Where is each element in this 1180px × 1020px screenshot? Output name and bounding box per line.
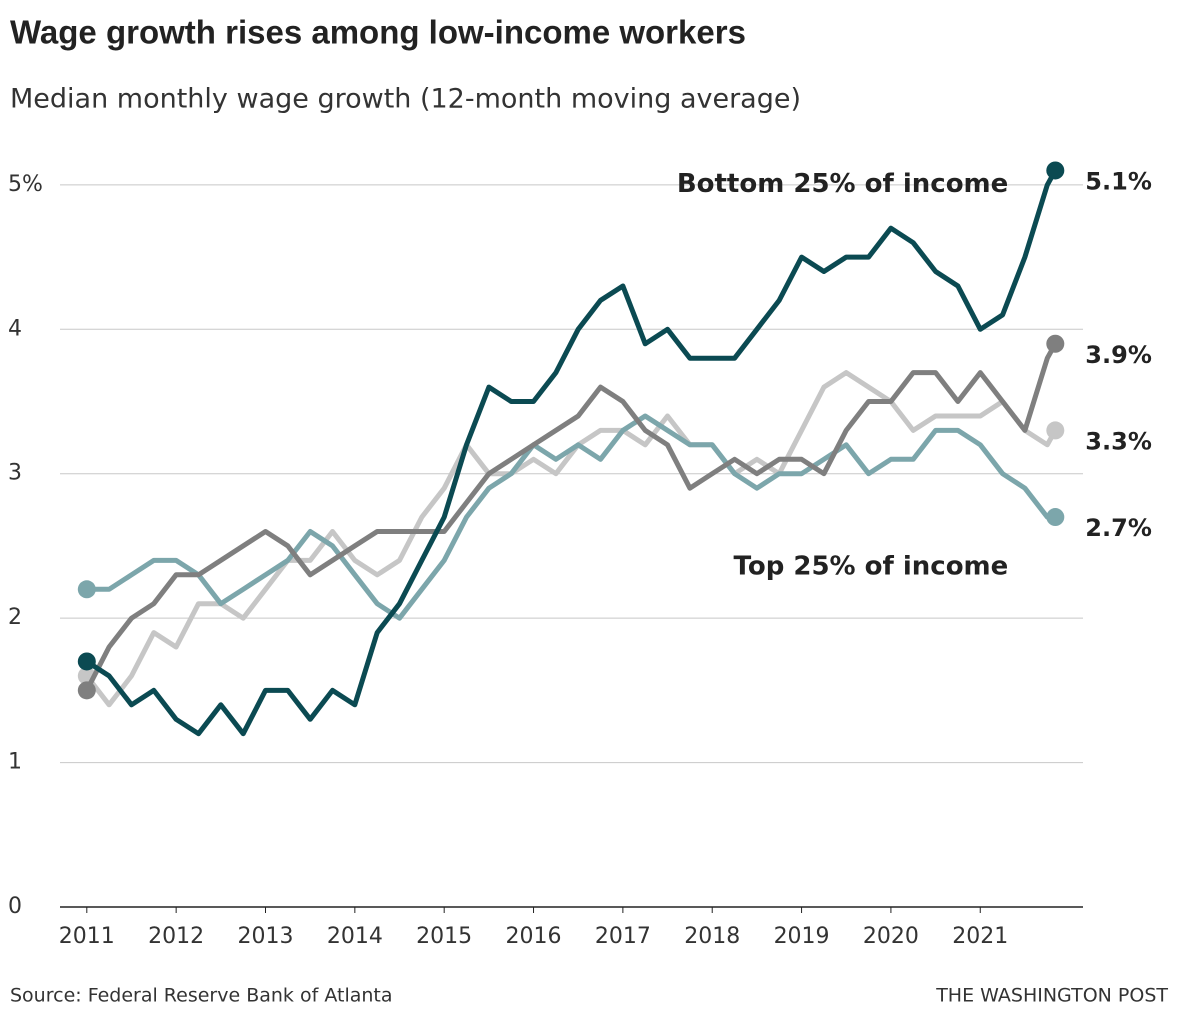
x-tick-label: 2020	[863, 924, 919, 949]
series-label: Bottom 25% of income	[677, 169, 1008, 199]
credit: THE WASHINGTON POST	[935, 985, 1168, 1007]
end-dot	[1046, 161, 1065, 180]
x-tick-label: 2013	[237, 924, 293, 949]
y-tick-label: 2	[8, 605, 22, 630]
end-dot	[1046, 508, 1065, 527]
y-tick-label: 1	[8, 750, 22, 775]
value-label: 2.7%	[1085, 514, 1152, 542]
end-dot	[77, 580, 96, 599]
x-tick-label: 2017	[595, 924, 651, 949]
x-tick-label: 2011	[59, 924, 115, 949]
y-tick-label: 0	[8, 894, 22, 919]
y-tick-label: 5%	[8, 172, 43, 197]
source: Source: Federal Reserve Bank of Atlanta	[10, 985, 393, 1007]
chart-subtitle: Median monthly wage growth (12-month mov…	[10, 84, 801, 115]
x-tick-label: 2018	[684, 924, 740, 949]
series-line	[85, 169, 1058, 737]
end-dot	[77, 652, 96, 671]
end-dot	[1046, 334, 1065, 353]
series-line	[84, 342, 1058, 692]
series-label: Top 25% of income	[734, 552, 1009, 582]
y-tick-label: 4	[8, 316, 22, 341]
x-tick-label: 2019	[774, 924, 830, 949]
x-tick-label: 2012	[148, 924, 204, 949]
x-tick-label: 2021	[952, 924, 1008, 949]
value-label: 3.3%	[1085, 427, 1152, 455]
chart-title: Wage growth rises among low-income worke…	[10, 14, 746, 51]
end-dot	[77, 681, 96, 700]
y-tick-label: 3	[8, 461, 22, 486]
value-label: 3.9%	[1085, 341, 1152, 369]
value-label: 5.1%	[1085, 167, 1152, 195]
series-line	[86, 413, 1056, 621]
x-tick-label: 2015	[416, 924, 472, 949]
end-dot	[1046, 421, 1065, 440]
x-tick-label: 2014	[327, 924, 383, 949]
x-tick-label: 2016	[506, 924, 562, 949]
